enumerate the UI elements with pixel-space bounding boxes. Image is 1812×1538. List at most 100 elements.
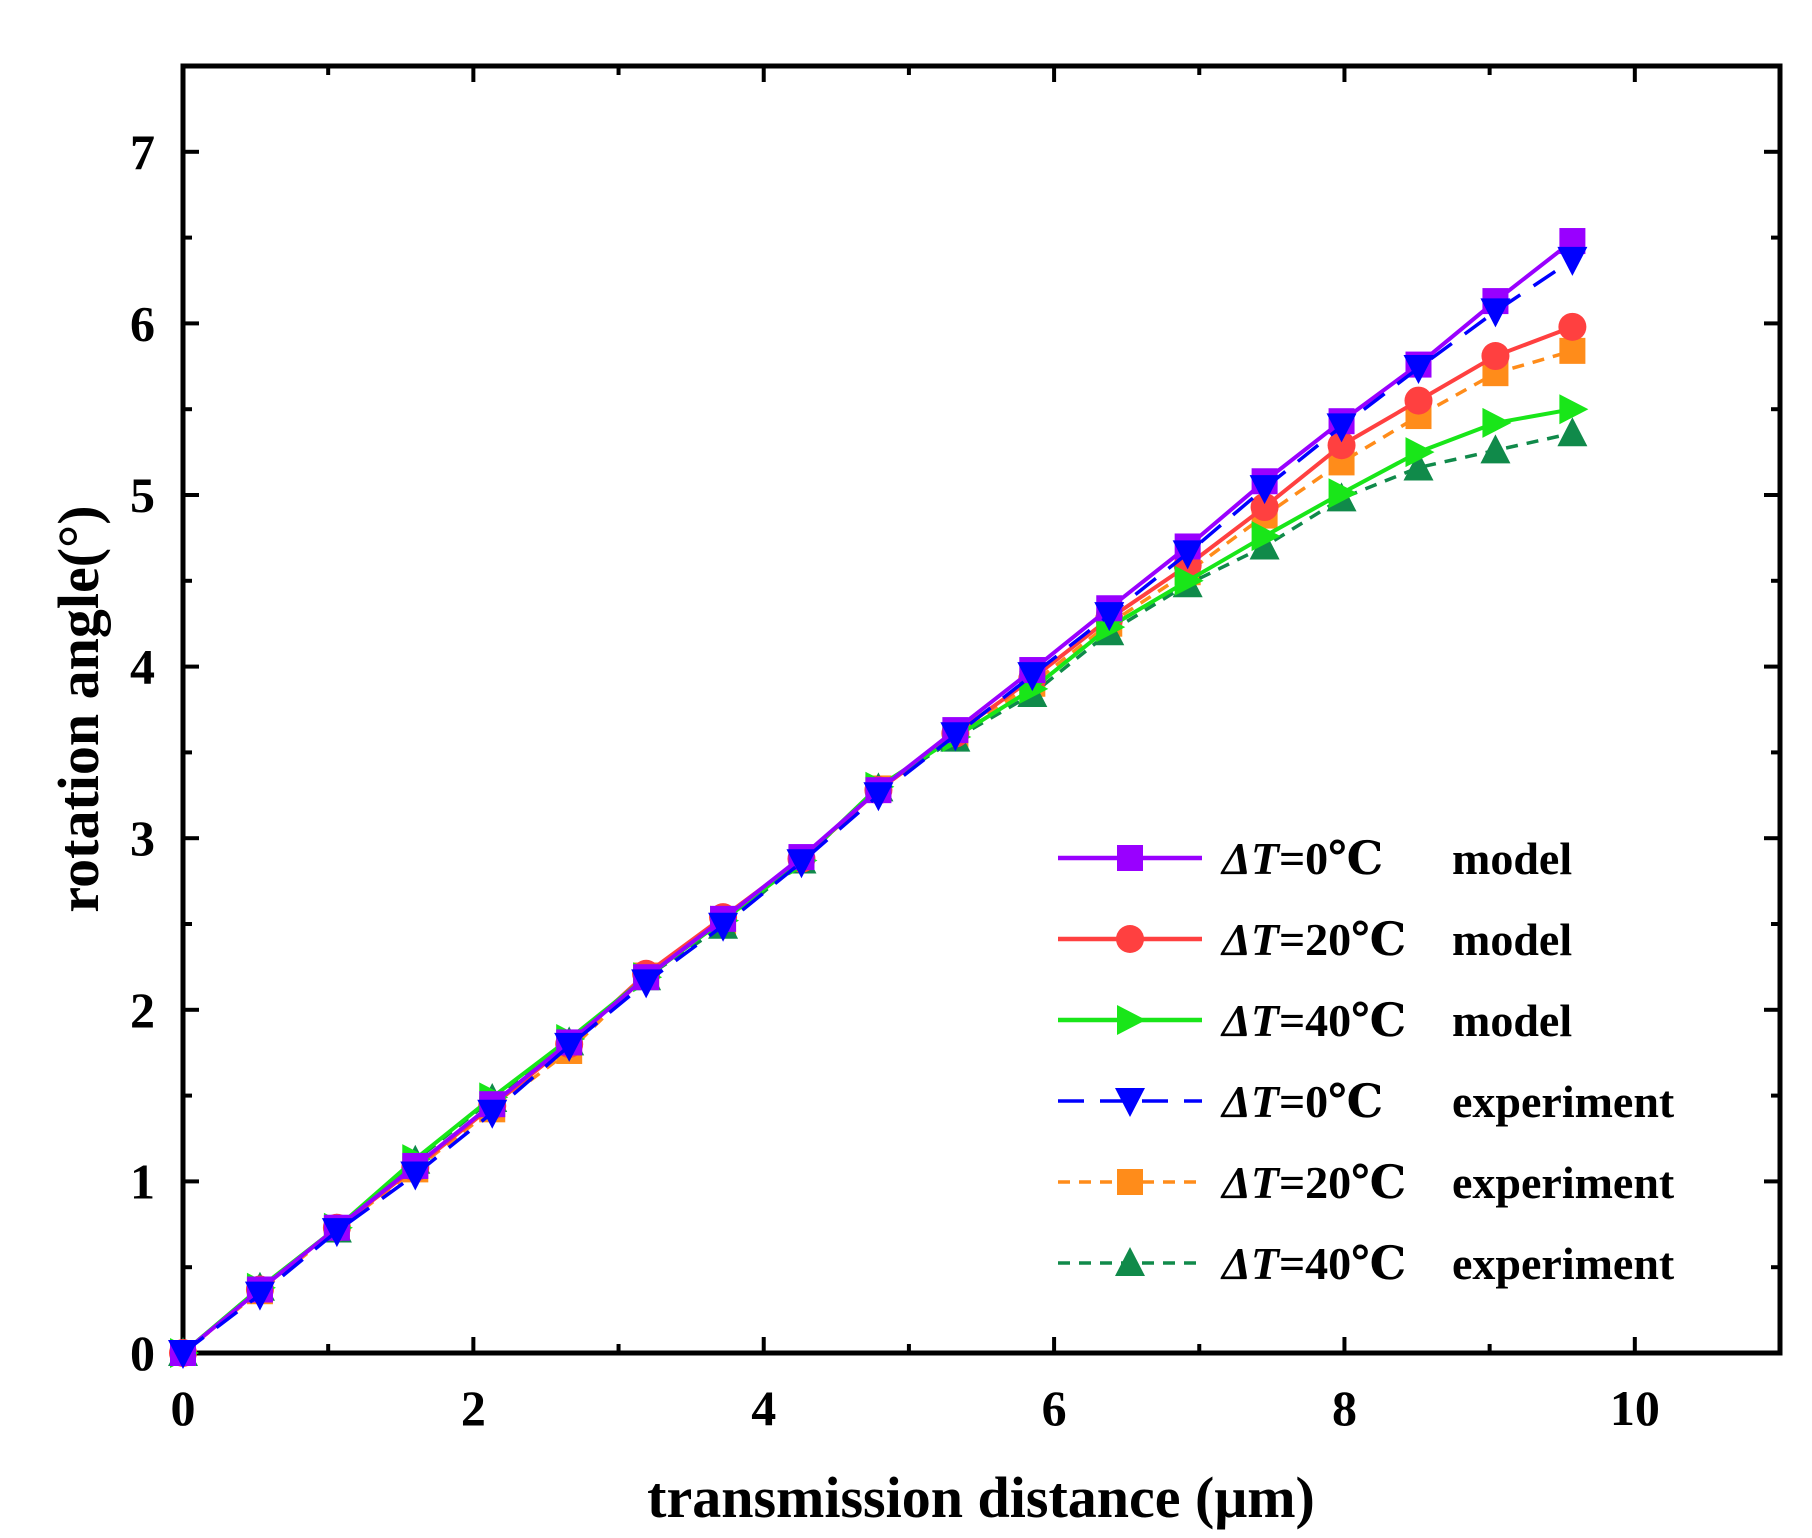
x-tick-label: 8: [1332, 1380, 1357, 1436]
data-point: [1250, 493, 1279, 522]
data-point: [1327, 431, 1356, 460]
legend-temp: =0℃: [1279, 1076, 1383, 1127]
legend-marker: [1117, 1169, 1143, 1195]
data-point: [1405, 437, 1435, 468]
legend-marker: [1115, 1088, 1145, 1117]
legend-delta: Δ: [1220, 1157, 1251, 1208]
data-point: [244, 1281, 275, 1311]
y-tick-label: 0: [130, 1325, 155, 1381]
data-point: [1094, 602, 1125, 632]
data-point: [1172, 540, 1203, 570]
x-tick-label: 4: [751, 1380, 776, 1436]
data-point: [477, 1099, 508, 1129]
series-experiment-0: [168, 246, 1588, 1369]
legend-kind: experiment: [1452, 1157, 1675, 1208]
data-point: [1249, 475, 1280, 505]
legend-marker: [1117, 845, 1143, 871]
data-point: [863, 782, 894, 812]
plot-frame: [180, 63, 1783, 1356]
data-point: [1557, 246, 1588, 276]
y-tick-label: 7: [130, 124, 155, 180]
data-point: [1403, 355, 1434, 385]
x-tick-label: 0: [171, 1380, 196, 1436]
x-tick-label: 10: [1610, 1380, 1660, 1436]
legend-item: ΔT=40℃ model: [1058, 995, 1572, 1046]
data-point: [1326, 413, 1357, 443]
data-point: [1017, 662, 1048, 692]
data-point: [786, 849, 817, 879]
data-point: [1559, 394, 1589, 425]
data-point: [321, 1218, 352, 1248]
x-axis-title: transmission distance (μm): [647, 1465, 1315, 1530]
legend-marker: [1116, 925, 1144, 953]
data-point: [1481, 342, 1510, 371]
legend-temp: =40℃: [1279, 1238, 1406, 1289]
legend-delta: Δ: [1220, 914, 1251, 965]
data-point: [1174, 565, 1204, 596]
data-point: [168, 1340, 198, 1369]
series-line: [181, 431, 1573, 1355]
y-tick-label: 5: [130, 467, 155, 523]
legend-delta: Δ: [1220, 1238, 1251, 1289]
legend-T: T: [1251, 1157, 1281, 1208]
legend-temp: =40℃: [1279, 995, 1406, 1046]
legend-temp: =20℃: [1279, 1157, 1406, 1208]
data-point: [1480, 298, 1511, 328]
legend-T: T: [1251, 833, 1281, 884]
y-axis-title: rotation angle(°): [46, 505, 111, 912]
data-point: [1404, 386, 1433, 415]
legend-marker: [1117, 1005, 1146, 1035]
data-point: [708, 912, 739, 942]
data-point: [1557, 417, 1588, 447]
axis-ticks: [181, 64, 1782, 1355]
legend-label: ΔT=20℃ experiment: [1220, 1157, 1675, 1208]
legend-kind: experiment: [1452, 1076, 1675, 1127]
data-point: [554, 1032, 585, 1062]
data-point: [1559, 337, 1586, 364]
legend-label: ΔT=0℃ experiment: [1220, 1076, 1675, 1127]
legend-delta: Δ: [1220, 995, 1251, 1046]
legend-kind: model: [1452, 995, 1572, 1046]
y-tick-label: 3: [130, 810, 155, 866]
data-point: [1482, 407, 1512, 438]
data-point: [400, 1161, 431, 1191]
series-experiment-40: [168, 417, 1588, 1366]
axis-tick-labels: 0 2 4 6 8 10 0 1 2 3 4 5 6 7: [130, 124, 1660, 1436]
legend-item: ΔT=40℃ experiment: [1058, 1238, 1675, 1289]
legend-marker: [1115, 1247, 1145, 1276]
y-tick-label: 4: [130, 639, 155, 695]
data-point: [631, 969, 662, 999]
x-tick-label: 2: [461, 1380, 486, 1436]
data-point: [1403, 451, 1434, 481]
legend-label: ΔT=40℃ model: [1220, 995, 1572, 1046]
data-point: [940, 722, 971, 752]
series-layer: [168, 228, 1589, 1369]
legend-kind: model: [1452, 833, 1572, 884]
data-point: [1558, 312, 1587, 341]
legend-kind: experiment: [1452, 1238, 1675, 1289]
legend-T: T: [1251, 995, 1281, 1046]
data-point: [1249, 530, 1280, 560]
legend-T: T: [1251, 1238, 1281, 1289]
legend-kind: model: [1452, 914, 1572, 965]
y-tick-label: 2: [130, 982, 155, 1038]
data-point: [1480, 434, 1511, 464]
legend-temp: =0℃: [1279, 833, 1383, 884]
legend-delta: Δ: [1220, 833, 1251, 884]
y-tick-label: 6: [130, 295, 155, 351]
legend-item: ΔT=0℃ experiment: [1058, 1076, 1675, 1127]
legend-temp: =20℃: [1279, 914, 1406, 965]
legend-T: T: [1251, 914, 1281, 965]
legend-item: ΔT=20℃ model: [1058, 914, 1572, 965]
legend-label: ΔT=40℃ experiment: [1220, 1238, 1675, 1289]
legend-label: ΔT=0℃ model: [1220, 833, 1572, 884]
legend-item: ΔT=0℃ model: [1058, 833, 1572, 884]
legend-item: ΔT=20℃ experiment: [1058, 1157, 1675, 1208]
legend-delta: Δ: [1220, 1076, 1251, 1127]
legend-label: ΔT=20℃ model: [1220, 914, 1572, 965]
legend-T: T: [1251, 1076, 1281, 1127]
data-point: [1328, 478, 1358, 509]
y-tick-label: 1: [130, 1153, 155, 1209]
